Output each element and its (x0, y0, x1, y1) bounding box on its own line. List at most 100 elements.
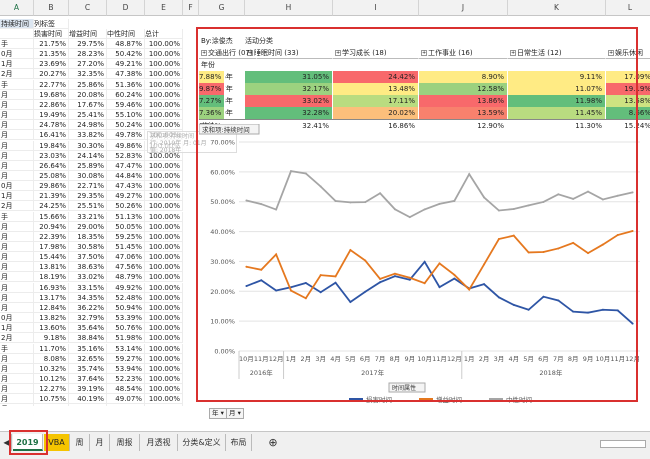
pivot-total-cell[interactable]: 11.30% (508, 120, 606, 132)
pivot-value-cell[interactable]: 11.07% (508, 83, 606, 95)
data-point[interactable] (379, 281, 382, 284)
table-cell[interactable]: 24.98% (69, 120, 107, 131)
pivot-value-cell[interactable]: 13.59% (419, 107, 508, 119)
table-cell[interactable]: 15.66% (34, 211, 69, 222)
data-point[interactable] (275, 208, 278, 211)
pivot-col-header[interactable]: +娱乐休闲 (10) (606, 47, 650, 59)
column-header-d[interactable]: D (107, 0, 145, 16)
table-cell[interactable]: 月 (0, 221, 34, 232)
table-cell[interactable]: 20.08% (69, 89, 107, 100)
data-point[interactable] (468, 288, 471, 291)
table-cell[interactable]: 10.75% (34, 394, 69, 405)
table-cell[interactable]: 100.00% (145, 181, 183, 192)
data-point[interactable] (542, 295, 545, 298)
table-cell[interactable]: 29.00% (69, 221, 107, 232)
data-point[interactable] (319, 274, 322, 277)
tab-week[interactable]: 周 (70, 434, 90, 451)
table-cell[interactable]: 月 (0, 353, 34, 364)
table-cell[interactable]: 100.00% (145, 404, 183, 406)
table-cell[interactable]: 月 (0, 160, 34, 171)
table-cell[interactable]: 月 (0, 282, 34, 293)
pivot-col-header[interactable]: + 学习成长 (18) (333, 47, 419, 59)
data-point[interactable] (423, 260, 426, 263)
pivot-value-cell[interactable]: 32.28% (245, 107, 333, 119)
table-cell[interactable]: 12.62% (34, 404, 69, 406)
pivot-total-cell[interactable]: 16.86% (333, 120, 419, 132)
data-point[interactable] (572, 241, 575, 244)
pivot-value-cell[interactable]: 33.02% (245, 95, 333, 107)
table-cell[interactable]: 35.16% (69, 343, 107, 354)
table-cell[interactable]: 51.13% (107, 211, 145, 222)
data-point[interactable] (542, 200, 545, 203)
data-point[interactable] (512, 234, 515, 237)
year-filter-button[interactable]: 年 ▾ (209, 408, 227, 419)
table-cell[interactable]: 1月 (0, 191, 34, 202)
table-cell[interactable]: 月 (0, 140, 34, 151)
table-cell[interactable]: 0月 (0, 49, 34, 60)
data-point[interactable] (572, 310, 575, 313)
table-cell[interactable]: 100.00% (145, 231, 183, 242)
table-cell[interactable]: 27.20% (69, 59, 107, 70)
table-cell[interactable]: 47.43% (107, 181, 145, 192)
table-cell[interactable]: 月 (0, 110, 34, 121)
table-cell[interactable]: 23.03% (34, 150, 69, 161)
table-cell[interactable]: 24.14% (69, 150, 107, 161)
pivot-value-cell[interactable]: 7.27% (199, 95, 226, 107)
data-point[interactable] (245, 199, 248, 202)
table-cell[interactable]: 100.00% (145, 384, 183, 395)
tab-category-definition[interactable]: 分类&定义 (178, 434, 226, 451)
data-point[interactable] (423, 282, 426, 285)
data-point[interactable] (512, 207, 515, 210)
table-cell[interactable]: 100.00% (145, 39, 183, 49)
table-cell[interactable]: 100.00% (145, 79, 183, 90)
data-point[interactable] (542, 251, 545, 254)
table-cell[interactable]: 100.00% (145, 302, 183, 313)
table-cell[interactable]: 37.64% (69, 373, 107, 384)
table-cell[interactable]: 100.00% (145, 211, 183, 222)
table-cell[interactable]: 47.47% (107, 160, 145, 171)
table-cell[interactable]: 49.92% (107, 282, 145, 293)
table-cell[interactable]: 24.25% (34, 201, 69, 212)
column-header-f[interactable]: F (183, 0, 199, 16)
pivot-col-header[interactable]: + 工作事业 (16) (419, 47, 508, 59)
data-point[interactable] (408, 276, 411, 279)
table-cell[interactable]: 50.76% (107, 323, 145, 334)
table-cell[interactable]: 48.87% (107, 39, 145, 49)
data-point[interactable] (557, 299, 560, 302)
table-cell[interactable]: 月 (0, 262, 34, 273)
data-point[interactable] (438, 262, 441, 265)
table-cell[interactable]: 100.00% (145, 99, 183, 110)
month-filter-button[interactable]: 月 ▾ (226, 408, 244, 419)
table-cell[interactable]: 23.69% (34, 59, 69, 70)
table-cell[interactable]: 40.19% (69, 394, 107, 405)
data-point[interactable] (275, 253, 278, 256)
table-cell[interactable]: 手 (0, 211, 34, 222)
table-cell[interactable]: 38.63% (69, 262, 107, 273)
pivot-value-cell[interactable]: 9.87% (199, 83, 226, 95)
table-cell[interactable]: 15.44% (34, 252, 69, 263)
table-cell[interactable]: 100.00% (145, 242, 183, 252)
expand-icon[interactable]: + (201, 50, 207, 56)
axis-field-button[interactable] (388, 382, 426, 393)
table-cell[interactable]: 26.64% (34, 160, 69, 171)
table-cell[interactable]: 49.27% (107, 191, 145, 202)
data-point[interactable] (497, 209, 500, 212)
table-cell[interactable]: 100.00% (145, 262, 183, 273)
table-cell[interactable]: 52.48% (107, 292, 145, 303)
data-point[interactable] (438, 202, 441, 205)
pivot-col-header[interactable]: + 交通出行 (07) (199, 47, 257, 59)
table-cell[interactable]: 36.22% (69, 302, 107, 313)
table-cell[interactable]: 49.21% (107, 59, 145, 70)
table-cell[interactable]: 1月 (0, 323, 34, 334)
table-cell[interactable]: 100.00% (145, 110, 183, 121)
data-point[interactable] (468, 173, 471, 176)
data-point[interactable] (349, 249, 352, 252)
data-point[interactable] (349, 201, 352, 204)
table-cell[interactable]: 100.00% (145, 191, 183, 202)
pivot-value-cell[interactable]: 32.17% (245, 83, 333, 95)
table-cell[interactable]: 53.94% (107, 363, 145, 374)
data-point[interactable] (408, 216, 411, 219)
data-point[interactable] (497, 296, 500, 299)
table-cell[interactable]: 2月 (0, 69, 34, 80)
table-cell[interactable]: 59.27% (107, 353, 145, 364)
